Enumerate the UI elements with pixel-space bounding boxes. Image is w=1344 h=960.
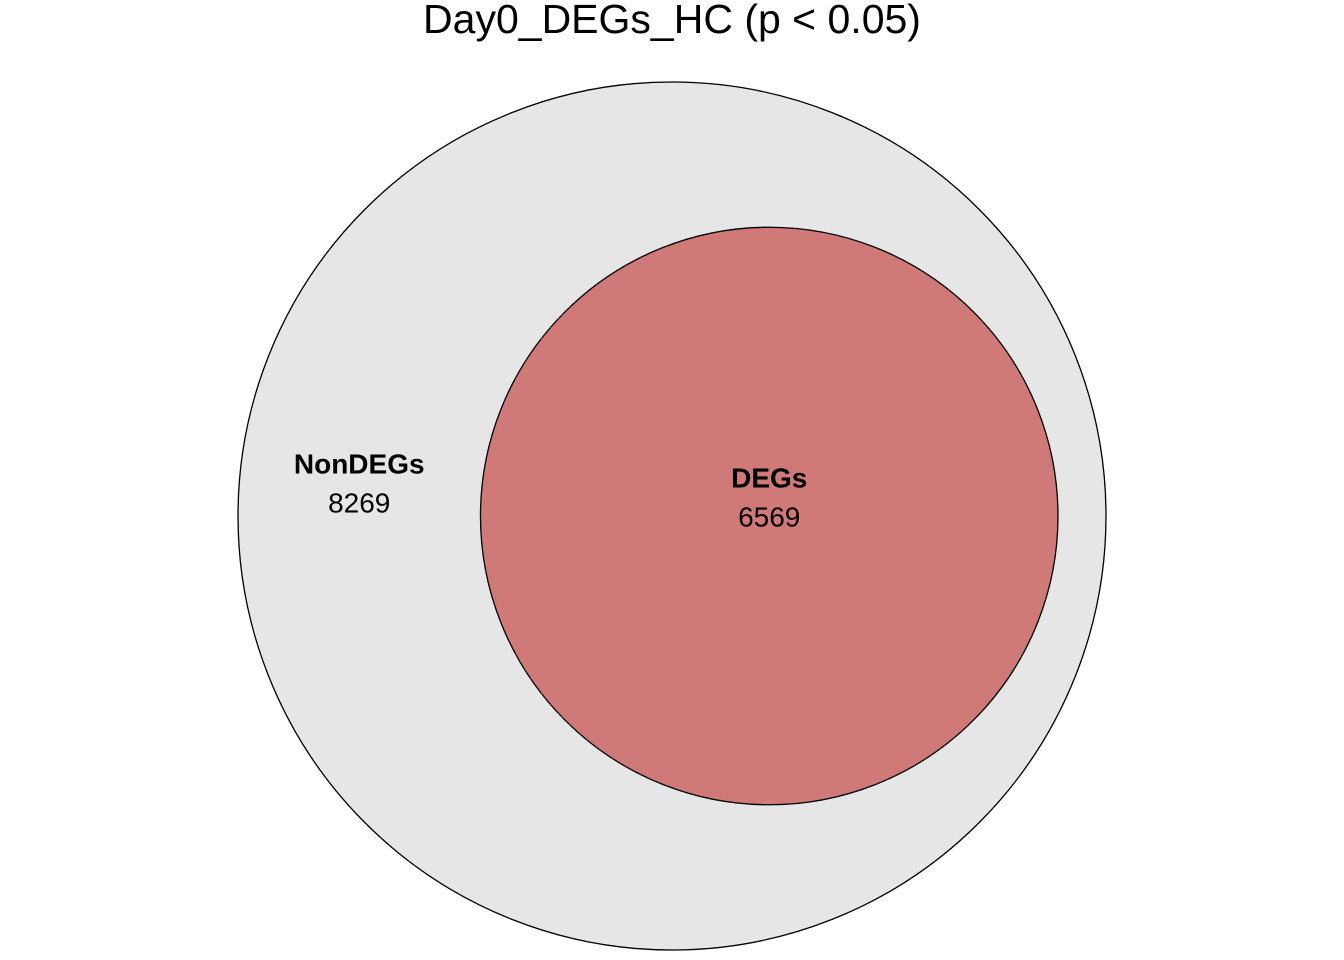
set-name: NonDEGs — [294, 448, 425, 479]
chart-title: Day0_DEGs_HC (p < 0.05) — [423, 0, 921, 42]
set-name: DEGs — [731, 462, 807, 493]
set-value: 8269 — [328, 487, 390, 518]
inner-set — [479, 226, 1059, 806]
set-value: 6569 — [738, 501, 800, 532]
